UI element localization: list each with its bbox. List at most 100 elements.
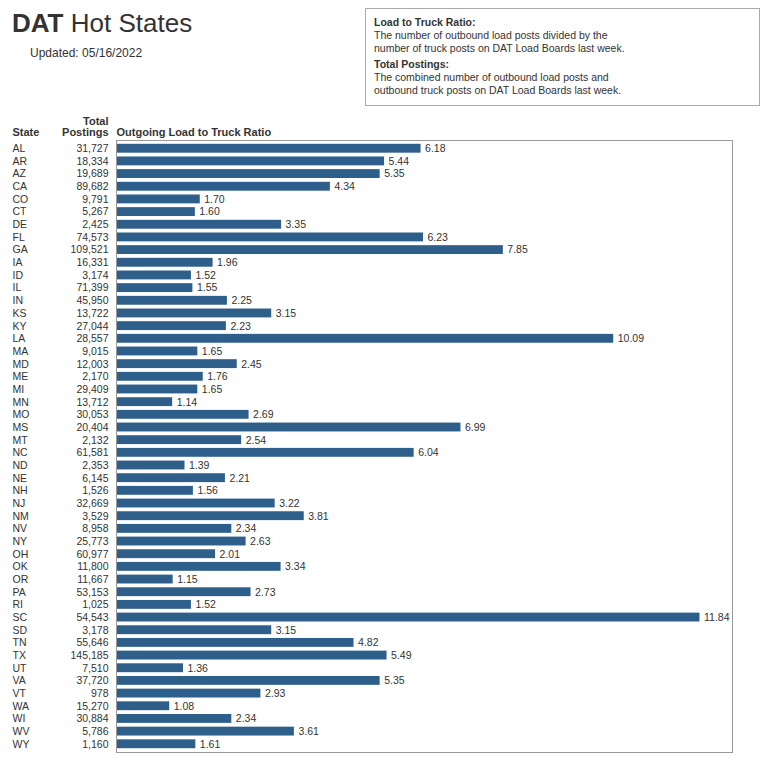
svg-text:8,9588,958: 8,9588,958 <box>82 522 108 534</box>
svg-text:6.18: 6.18 <box>425 142 446 154</box>
svg-text:MS: MS <box>13 421 29 433</box>
svg-text:3,1743,174: 3,1743,174 <box>82 269 108 281</box>
svg-text:UT: UT <box>13 662 28 674</box>
svg-text:Outgoing Load to Truck Ratio: Outgoing Load to Truck Ratio <box>117 126 272 138</box>
svg-text:1.39: 1.39 <box>189 459 210 471</box>
svg-text:TX: TX <box>13 649 26 661</box>
svg-text:WI: WI <box>13 712 26 724</box>
svg-text:NJ: NJ <box>13 497 26 509</box>
svg-text:2,4252,425: 2,4252,425 <box>82 218 108 230</box>
svg-text:VA: VA <box>13 674 26 686</box>
svg-text:AR: AR <box>13 155 28 167</box>
svg-text:4.34: 4.34 <box>334 180 355 192</box>
svg-text:CT: CT <box>13 205 28 217</box>
svg-text:25,77325,773: 25,77325,773 <box>76 535 108 547</box>
svg-text:1,5261,526: 1,5261,526 <box>82 484 108 496</box>
svg-text:32,66932,669: 32,66932,669 <box>76 497 108 509</box>
svg-text:AZ: AZ <box>13 167 27 179</box>
svg-text:3.22: 3.22 <box>279 497 300 509</box>
svg-text:LA: LA <box>13 332 26 344</box>
svg-text:16,33116,331: 16,33116,331 <box>76 256 108 268</box>
svg-text:1.65: 1.65 <box>202 383 223 395</box>
svg-text:5.49: 5.49 <box>391 649 412 661</box>
svg-text:2.45: 2.45 <box>241 357 262 369</box>
svg-text:ID: ID <box>13 269 24 281</box>
svg-text:61,58161,581: 61,58161,581 <box>76 446 108 458</box>
svg-text:45,95045,950: 45,95045,950 <box>76 294 108 306</box>
svg-text:State: State <box>13 126 40 138</box>
svg-text:CO: CO <box>13 193 29 205</box>
svg-text:RI: RI <box>13 598 24 610</box>
svg-text:1,1601,160: 1,1601,160 <box>82 738 108 750</box>
svg-text:NV: NV <box>13 522 28 534</box>
svg-text:1.14: 1.14 <box>177 396 198 408</box>
svg-text:11,66711,667: 11,66711,667 <box>77 573 108 585</box>
svg-text:AL: AL <box>13 142 26 154</box>
svg-text:MA: MA <box>13 345 29 357</box>
svg-text:2,1702,170: 2,1702,170 <box>82 370 108 382</box>
svg-text:1.15: 1.15 <box>177 573 198 585</box>
svg-text:3.34: 3.34 <box>285 560 306 572</box>
svg-text:1.70: 1.70 <box>204 193 225 205</box>
svg-text:29,40929,409: 29,40929,409 <box>76 383 108 395</box>
svg-text:5.35: 5.35 <box>384 167 405 179</box>
svg-text:1.96: 1.96 <box>217 256 238 268</box>
svg-text:TN: TN <box>13 636 27 648</box>
svg-text:3.81: 3.81 <box>308 510 329 522</box>
svg-text:13,71213,712: 13,71213,712 <box>76 396 108 408</box>
svg-text:ND: ND <box>13 459 29 471</box>
svg-text:IA: IA <box>13 256 23 268</box>
svg-text:1,0251,025: 1,0251,025 <box>82 598 108 610</box>
svg-text:2.21: 2.21 <box>229 472 250 484</box>
svg-text:FL: FL <box>13 231 25 243</box>
svg-text:60,97760,977: 60,97760,977 <box>76 548 108 560</box>
svg-text:1.52: 1.52 <box>195 269 216 281</box>
svg-text:WA: WA <box>13 700 30 712</box>
svg-text:6.04: 6.04 <box>418 446 439 458</box>
svg-text:3.35: 3.35 <box>286 218 307 230</box>
svg-text:2,1322,132: 2,1322,132 <box>82 434 108 446</box>
svg-text:KS: KS <box>13 307 27 319</box>
svg-text:28,55728,557: 28,55728,557 <box>76 332 108 344</box>
svg-text:1.08: 1.08 <box>174 700 195 712</box>
svg-text:CA: CA <box>13 180 28 192</box>
svg-text:2.63: 2.63 <box>250 535 271 547</box>
svg-text:74,57374,573: 74,57374,573 <box>76 231 108 243</box>
svg-text:2.34: 2.34 <box>236 712 257 724</box>
svg-text:MD: MD <box>13 357 30 369</box>
svg-text:2.73: 2.73 <box>255 586 276 598</box>
svg-text:OR: OR <box>13 573 29 585</box>
svg-text:NE: NE <box>13 472 28 484</box>
svg-text:GA: GA <box>13 243 28 255</box>
svg-text:5,7865,786: 5,7865,786 <box>82 725 108 737</box>
svg-text:89,68289,682: 89,68289,682 <box>76 180 108 192</box>
svg-text:3,1783,178: 3,1783,178 <box>82 624 108 636</box>
svg-text:1.65: 1.65 <box>202 345 223 357</box>
svg-text:6.23: 6.23 <box>428 231 449 243</box>
svg-text:MT: MT <box>13 434 29 446</box>
svg-text:19,68919,689: 19,68919,689 <box>76 167 108 179</box>
svg-text:1.56: 1.56 <box>197 484 218 496</box>
svg-text:IL: IL <box>13 281 22 293</box>
svg-text:10.09: 10.09 <box>618 332 644 344</box>
svg-text:3.15: 3.15 <box>276 307 297 319</box>
svg-text:1.52: 1.52 <box>195 598 216 610</box>
svg-text:71,39971,399: 71,39971,399 <box>76 281 108 293</box>
svg-text:9,7919,791: 9,7919,791 <box>82 193 108 205</box>
svg-text:11,80011,800: 11,80011,800 <box>77 560 108 572</box>
svg-text:4.82: 4.82 <box>358 636 379 648</box>
svg-text:1.55: 1.55 <box>197 281 218 293</box>
svg-text:DE: DE <box>13 218 28 230</box>
svg-text:2.23: 2.23 <box>230 319 251 331</box>
svg-text:11.84: 11.84 <box>704 611 730 623</box>
svg-text:30,88430,884: 30,88430,884 <box>76 712 108 724</box>
svg-text:5.44: 5.44 <box>389 155 410 167</box>
svg-text:55,64655,646: 55,64655,646 <box>76 636 108 648</box>
svg-text:5.35: 5.35 <box>384 674 405 686</box>
svg-text:53,15353,153: 53,15353,153 <box>76 586 108 598</box>
svg-text:3.61: 3.61 <box>298 725 319 737</box>
svg-text:30,05330,053: 30,05330,053 <box>76 408 108 420</box>
svg-text:1.36: 1.36 <box>188 662 209 674</box>
svg-text:37,72037,720: 37,72037,720 <box>76 674 108 686</box>
svg-text:9,0159,015: 9,0159,015 <box>82 345 108 357</box>
